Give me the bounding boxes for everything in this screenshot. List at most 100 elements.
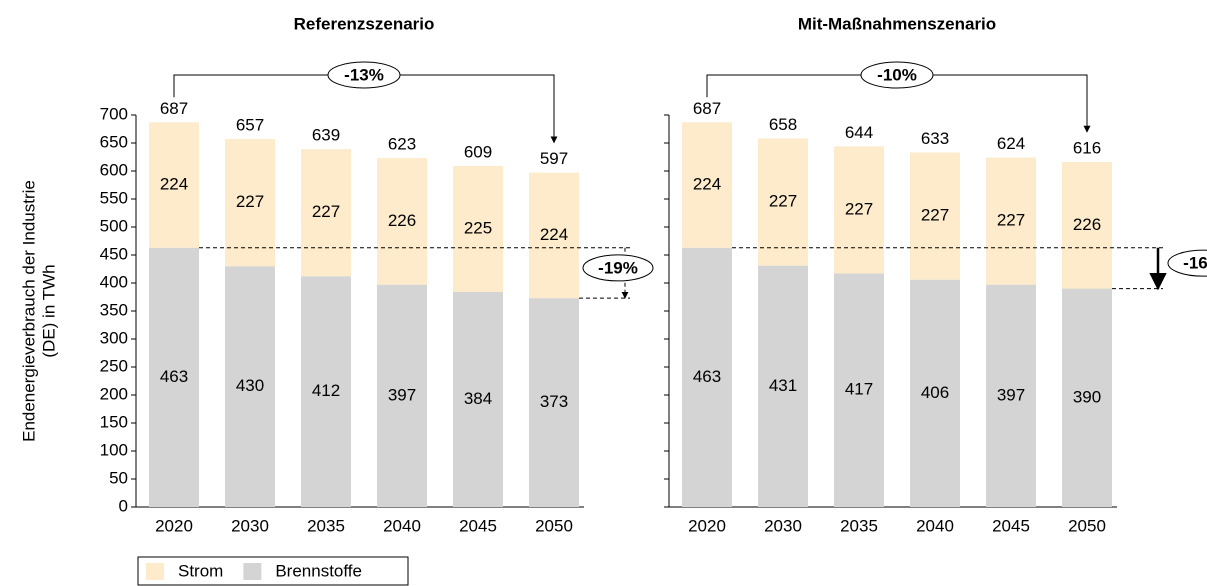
x-tick-label: 2020 bbox=[155, 516, 193, 535]
x-tick-label: 2045 bbox=[459, 516, 497, 535]
value-label: 224 bbox=[693, 174, 721, 193]
x-tick-label: 2035 bbox=[840, 516, 878, 535]
x-tick-label: 2030 bbox=[231, 516, 269, 535]
x-tick-label: 2045 bbox=[992, 516, 1030, 535]
total-label: 639 bbox=[312, 126, 340, 145]
total-label: 687 bbox=[160, 99, 188, 118]
value-label: 406 bbox=[921, 383, 949, 402]
value-label: 227 bbox=[997, 211, 1025, 230]
value-label: 226 bbox=[1073, 215, 1101, 234]
value-label: 373 bbox=[540, 392, 568, 411]
value-label: 224 bbox=[160, 174, 188, 193]
y-tick-label: 550 bbox=[100, 188, 128, 207]
value-label: 397 bbox=[997, 385, 1025, 404]
bar-segment bbox=[301, 149, 351, 277]
y-axis-label: (DE) in TWh bbox=[39, 264, 58, 357]
value-label: 417 bbox=[845, 380, 873, 399]
bar-segment bbox=[149, 247, 199, 507]
value-label: 463 bbox=[693, 367, 721, 386]
value-label: 430 bbox=[236, 376, 264, 395]
value-label: 412 bbox=[312, 381, 340, 400]
annotation: -19% bbox=[598, 258, 638, 277]
total-label: 644 bbox=[845, 123, 873, 142]
bar-segment bbox=[682, 247, 732, 507]
chart-title: Mit-Maßnahmenszenario bbox=[798, 14, 996, 33]
y-tick-label: 350 bbox=[100, 300, 128, 319]
x-tick-label: 2040 bbox=[383, 516, 421, 535]
value-label: 384 bbox=[464, 389, 492, 408]
total-label: 597 bbox=[540, 149, 568, 168]
y-tick-label: 100 bbox=[100, 440, 128, 459]
value-label: 227 bbox=[845, 199, 873, 218]
total-label: 609 bbox=[464, 142, 492, 161]
annotation: -13% bbox=[344, 65, 384, 84]
legend bbox=[137, 556, 409, 586]
x-tick-label: 2040 bbox=[916, 516, 954, 535]
y-tick-label: 250 bbox=[100, 356, 128, 375]
bar-segment bbox=[529, 172, 579, 299]
y-tick-label: 0 bbox=[119, 496, 128, 515]
x-tick-label: 2035 bbox=[307, 516, 345, 535]
value-label: 227 bbox=[312, 202, 340, 221]
bar-segment bbox=[377, 158, 427, 285]
legend-swatch bbox=[243, 563, 262, 580]
total-label: 623 bbox=[388, 135, 416, 154]
bar-segment bbox=[910, 152, 960, 280]
bar-segment bbox=[1062, 162, 1112, 289]
bar-segment bbox=[758, 265, 808, 507]
y-tick-label: 650 bbox=[100, 132, 128, 151]
total-label: 687 bbox=[693, 99, 721, 118]
y-axis-label: Endenergieverbrauch der Industrie bbox=[19, 180, 38, 442]
value-label: 227 bbox=[236, 192, 264, 211]
x-tick-label: 2050 bbox=[1068, 516, 1106, 535]
annotation-bubble bbox=[582, 254, 654, 282]
legend-label: Strom bbox=[178, 561, 223, 580]
bar-segment bbox=[377, 284, 427, 507]
annotation-bubble bbox=[327, 61, 401, 89]
y-tick-label: 150 bbox=[100, 412, 128, 431]
value-label: 397 bbox=[388, 385, 416, 404]
value-label: 431 bbox=[769, 376, 797, 395]
chart-title: Referenzszenario bbox=[294, 14, 435, 33]
bar-segment bbox=[682, 122, 732, 248]
y-tick-label: 50 bbox=[109, 468, 128, 487]
bar-segment bbox=[834, 146, 884, 274]
x-tick-label: 2030 bbox=[764, 516, 802, 535]
y-tick-label: 450 bbox=[100, 244, 128, 263]
bar-segment bbox=[910, 279, 960, 507]
bar-segment bbox=[529, 298, 579, 507]
annotation: -10% bbox=[877, 65, 917, 84]
legend-swatch bbox=[146, 563, 164, 580]
y-tick-label: 300 bbox=[100, 328, 128, 347]
value-label: 225 bbox=[464, 218, 492, 237]
value-label: 227 bbox=[769, 192, 797, 211]
y-tick-label: 700 bbox=[100, 104, 128, 123]
total-label: 658 bbox=[769, 115, 797, 134]
value-label: 227 bbox=[921, 206, 949, 225]
bar-segment bbox=[453, 291, 503, 507]
annotation: -16% bbox=[1183, 254, 1207, 273]
bar-segment bbox=[225, 139, 275, 267]
value-label: 224 bbox=[540, 225, 568, 244]
total-label: 616 bbox=[1073, 139, 1101, 158]
bar-segment bbox=[834, 273, 884, 507]
y-tick-label: 200 bbox=[100, 384, 128, 403]
total-label: 633 bbox=[921, 129, 949, 148]
y-tick-label: 600 bbox=[100, 160, 128, 179]
bar-segment bbox=[1062, 288, 1112, 507]
value-label: 390 bbox=[1073, 387, 1101, 406]
total-label: 624 bbox=[997, 134, 1025, 153]
bar-segment bbox=[986, 157, 1036, 285]
value-label: 463 bbox=[160, 367, 188, 386]
bar-segment bbox=[301, 276, 351, 507]
bar-segment bbox=[986, 284, 1036, 507]
bar-segment bbox=[149, 122, 199, 248]
value-label: 226 bbox=[388, 211, 416, 230]
x-tick-label: 2020 bbox=[688, 516, 726, 535]
bar-segment bbox=[225, 266, 275, 507]
bar-segment bbox=[453, 165, 503, 292]
y-tick-label: 500 bbox=[100, 216, 128, 235]
annotation-bubble bbox=[860, 61, 934, 89]
y-tick-label: 400 bbox=[100, 272, 128, 291]
total-label: 657 bbox=[236, 116, 264, 135]
